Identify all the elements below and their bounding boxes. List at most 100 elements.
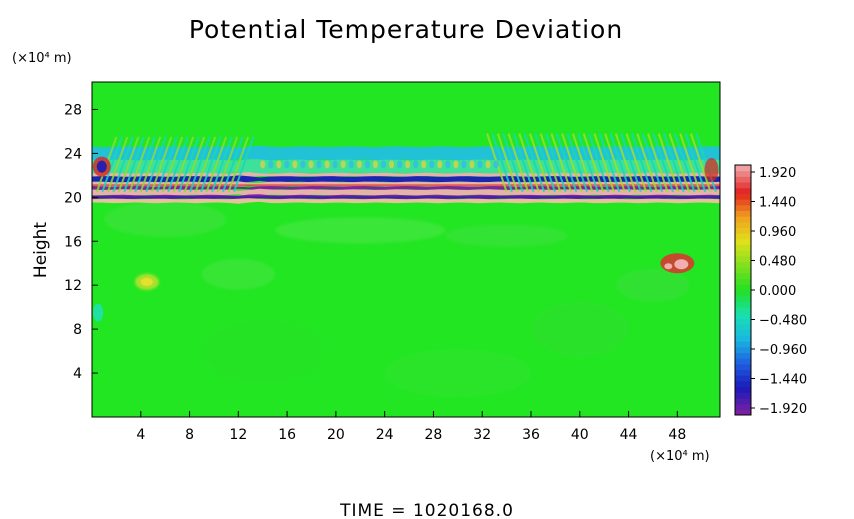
colorbar-segment	[735, 272, 751, 280]
band-bubble	[300, 160, 306, 169]
y-tick-label: 12	[64, 278, 82, 294]
band-bubble	[356, 160, 362, 169]
colorbar-tick-label: 0.480	[759, 255, 796, 270]
y-tick-label: 20	[64, 190, 82, 206]
colorbar-segment	[735, 358, 751, 365]
wave-ripple-right	[652, 133, 674, 193]
wave-ripple-left	[205, 136, 228, 193]
band-bubble	[348, 160, 354, 169]
band-bubble	[364, 160, 370, 169]
colorbar-tick-label: −0.960	[759, 343, 807, 358]
x-tick-label: 48	[668, 427, 686, 443]
x-tick-label: 24	[376, 427, 394, 443]
wave-ripple-left	[117, 136, 140, 193]
colorbar-segment	[735, 312, 751, 319]
band-bubble	[268, 160, 274, 169]
wave-ripple-left	[123, 136, 145, 193]
wave-ripple-right	[582, 133, 605, 193]
colorbar-segment	[735, 301, 751, 308]
background-variation	[616, 268, 690, 302]
wave-ripple-right	[529, 133, 551, 193]
wave-ripple-right	[631, 133, 653, 193]
wave-ripple-left	[167, 136, 189, 193]
colorbar-segment	[735, 329, 751, 336]
y-tick-label: 28	[64, 102, 82, 118]
x-tick-label: 4	[136, 427, 145, 443]
wave-ripple-left	[134, 136, 156, 193]
band-bubble	[461, 160, 467, 169]
wave-ripple-right	[491, 133, 513, 193]
wave-ripple-left	[200, 136, 222, 193]
wave-ripple-left	[145, 136, 167, 193]
x-tick-label: 20	[327, 427, 345, 443]
wave-ripple-right	[679, 133, 701, 193]
background-variation	[530, 301, 629, 357]
colorbar-segment	[735, 403, 751, 410]
band-bubble	[292, 160, 298, 169]
wave-ripple-left	[211, 136, 233, 193]
inversion-layer	[92, 172, 720, 178]
background-variation	[201, 318, 324, 385]
band-bubble	[445, 160, 451, 169]
colorbar: 1.920 1.440 0.960 0.480 0.000 −0.480 −0.960 −1.…	[734, 164, 807, 417]
wave-ripple-right	[604, 133, 626, 193]
x-tick-label: 40	[571, 427, 589, 443]
band-bubble	[397, 160, 403, 169]
inversion-layer	[92, 188, 720, 196]
wave-ripple-right	[518, 133, 540, 193]
wave-ripple-left	[156, 136, 178, 193]
wave-ripple-left	[189, 136, 211, 193]
colorbar-segment	[735, 250, 751, 257]
band-bubble	[388, 160, 394, 169]
x-tick-label: 12	[229, 427, 247, 443]
colorbar-segment	[735, 380, 751, 388]
heatmap-features	[92, 133, 720, 398]
colorbar-segment	[735, 176, 751, 183]
band-bubble	[405, 160, 411, 169]
x-tick-label: 36	[522, 427, 540, 443]
x-tick-label: 16	[278, 427, 296, 443]
colorbar-segment	[735, 397, 751, 405]
band-bubble	[380, 160, 386, 169]
colorbar-segment	[735, 216, 751, 223]
band-bubble	[372, 160, 378, 169]
left-edge-swirl-core	[96, 160, 107, 173]
wave-ripple-right	[673, 133, 696, 193]
background-variation	[201, 258, 275, 290]
colorbar-segment	[735, 233, 751, 240]
background-variation	[445, 224, 568, 247]
colorbar-segment	[735, 290, 751, 297]
colorbar-segment	[735, 193, 751, 200]
y-tick-label: 4	[73, 366, 82, 382]
colorbar-segment	[735, 221, 751, 228]
wave-ripple-left	[183, 136, 206, 193]
wave-ripple-right	[561, 133, 583, 193]
colorbar-segment	[735, 267, 751, 274]
wave-ripple-right	[690, 133, 712, 193]
band-bubble	[477, 160, 483, 169]
colorbar-segment	[735, 244, 751, 251]
wave-ripple-left	[150, 136, 173, 193]
right-edge-swirl	[704, 157, 719, 182]
band-bubble	[485, 160, 491, 169]
band-bubble	[469, 160, 475, 169]
warm-blob-core	[674, 259, 689, 270]
x-tick-label: 28	[425, 427, 443, 443]
wave-ripple-right	[523, 133, 546, 193]
wave-ripple-left	[106, 136, 129, 193]
band-bubble	[332, 160, 338, 169]
wave-ripple-right	[566, 133, 589, 193]
wave-ripple-right	[550, 133, 572, 193]
colorbar-segment	[735, 375, 751, 382]
wave-ripple-left	[216, 136, 239, 193]
colorbar-segment	[735, 199, 751, 206]
band-accent	[92, 184, 720, 187]
band-accent	[92, 196, 720, 199]
band-bubble	[437, 160, 443, 169]
wave-ripple-right	[609, 133, 631, 193]
wave-ripple-right	[625, 133, 648, 193]
wave-ripple-left	[222, 136, 244, 193]
y-axis-ticks: 4 8 12 16 20 24 28	[64, 102, 98, 382]
wave-ripple-left	[139, 136, 162, 193]
